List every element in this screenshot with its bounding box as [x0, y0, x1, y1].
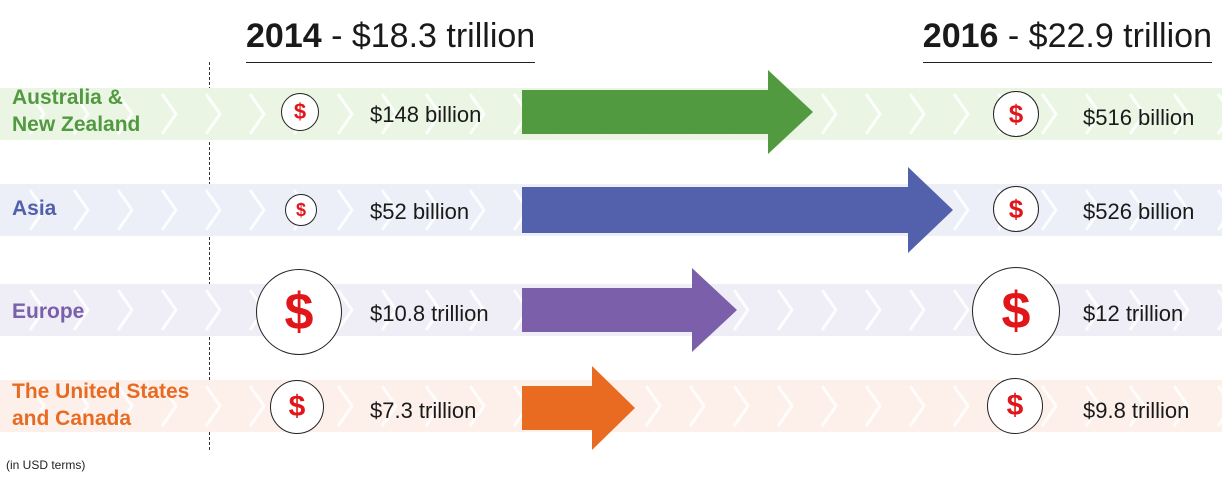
- growth-arrow: [522, 366, 635, 450]
- footnote: (in USD terms): [6, 458, 86, 472]
- region-label: Europe: [12, 298, 84, 325]
- row-united-states-canada: The United States and Canada $ $7.3 tril…: [0, 356, 1226, 456]
- header-2014: 2014 - $18.3 trillion: [246, 14, 536, 63]
- row-asia: Asia $ $52 billion $ $526 billion: [0, 160, 1226, 260]
- header-2016-year: 2016: [922, 17, 999, 55]
- header-2016: 2016 - $22.9 trillion: [922, 14, 1212, 63]
- header-2014-amount: $18.3 trillion: [351, 17, 536, 55]
- header-2014-year: 2014: [246, 17, 322, 55]
- dollar-coin-icon-2016: $: [972, 267, 1060, 355]
- header-2016-amount: $22.9 trillion: [1028, 17, 1212, 55]
- value-2016: $516 billion: [1083, 105, 1195, 130]
- coin-symbol: $: [288, 390, 306, 423]
- dollar-coin-icon-2014: $: [285, 194, 317, 226]
- region-label-line-1: The United States: [12, 380, 190, 403]
- row-australia-new-zealand: Australia & New Zealand $ $148 billion $…: [0, 64, 1226, 164]
- region-label-line-2: New Zealand: [12, 113, 141, 136]
- dollar-coin-icon-2014: $: [270, 380, 324, 434]
- value-2016: $526 billion: [1083, 199, 1195, 224]
- growth-arrow: [522, 268, 737, 352]
- region-label-line-1: Europe: [12, 300, 85, 323]
- dollar-coin-icon-2014: $: [281, 93, 319, 131]
- value-2014: $7.3 trillion: [370, 398, 477, 423]
- value-2014: $52 billion: [370, 199, 470, 224]
- value-2016: $12 trillion: [1083, 301, 1184, 326]
- row-europe: Europe $ $10.8 trillion $ $12 trillion: [0, 260, 1226, 360]
- coin-symbol: $: [1008, 98, 1024, 129]
- header-2014-separator: -: [321, 17, 352, 55]
- dollar-coin-icon-2016: $: [993, 186, 1039, 232]
- region-label: The United States and Canada: [12, 378, 189, 432]
- region-label: Asia: [12, 195, 56, 222]
- region-label-line-1: Asia: [12, 197, 57, 220]
- region-label: Australia & New Zealand: [12, 84, 140, 138]
- value-2014: $10.8 trillion: [370, 301, 489, 326]
- dollar-coin-icon-2016: $: [987, 378, 1043, 434]
- coin-symbol: $: [1006, 389, 1024, 422]
- coin-symbol: $: [295, 199, 306, 220]
- coin-symbol: $: [284, 283, 314, 341]
- value-2014: $148 billion: [370, 102, 482, 127]
- dollar-coin-icon-2014: $: [256, 269, 342, 355]
- header-2016-separator: -: [998, 17, 1029, 55]
- region-label-line-2: and Canada: [12, 407, 132, 430]
- growth-arrow: [522, 70, 813, 154]
- region-label-line-1: Australia &: [12, 86, 123, 109]
- coin-symbol: $: [1008, 193, 1024, 224]
- growth-arrow: [522, 167, 953, 253]
- coin-symbol: $: [293, 99, 307, 124]
- chevron-pattern: [28, 385, 1222, 427]
- dollar-coin-icon-2016: $: [993, 91, 1039, 137]
- dashed-divider: [209, 62, 210, 450]
- value-2016: $9.8 trillion: [1083, 398, 1190, 423]
- coin-symbol: $: [1001, 282, 1031, 340]
